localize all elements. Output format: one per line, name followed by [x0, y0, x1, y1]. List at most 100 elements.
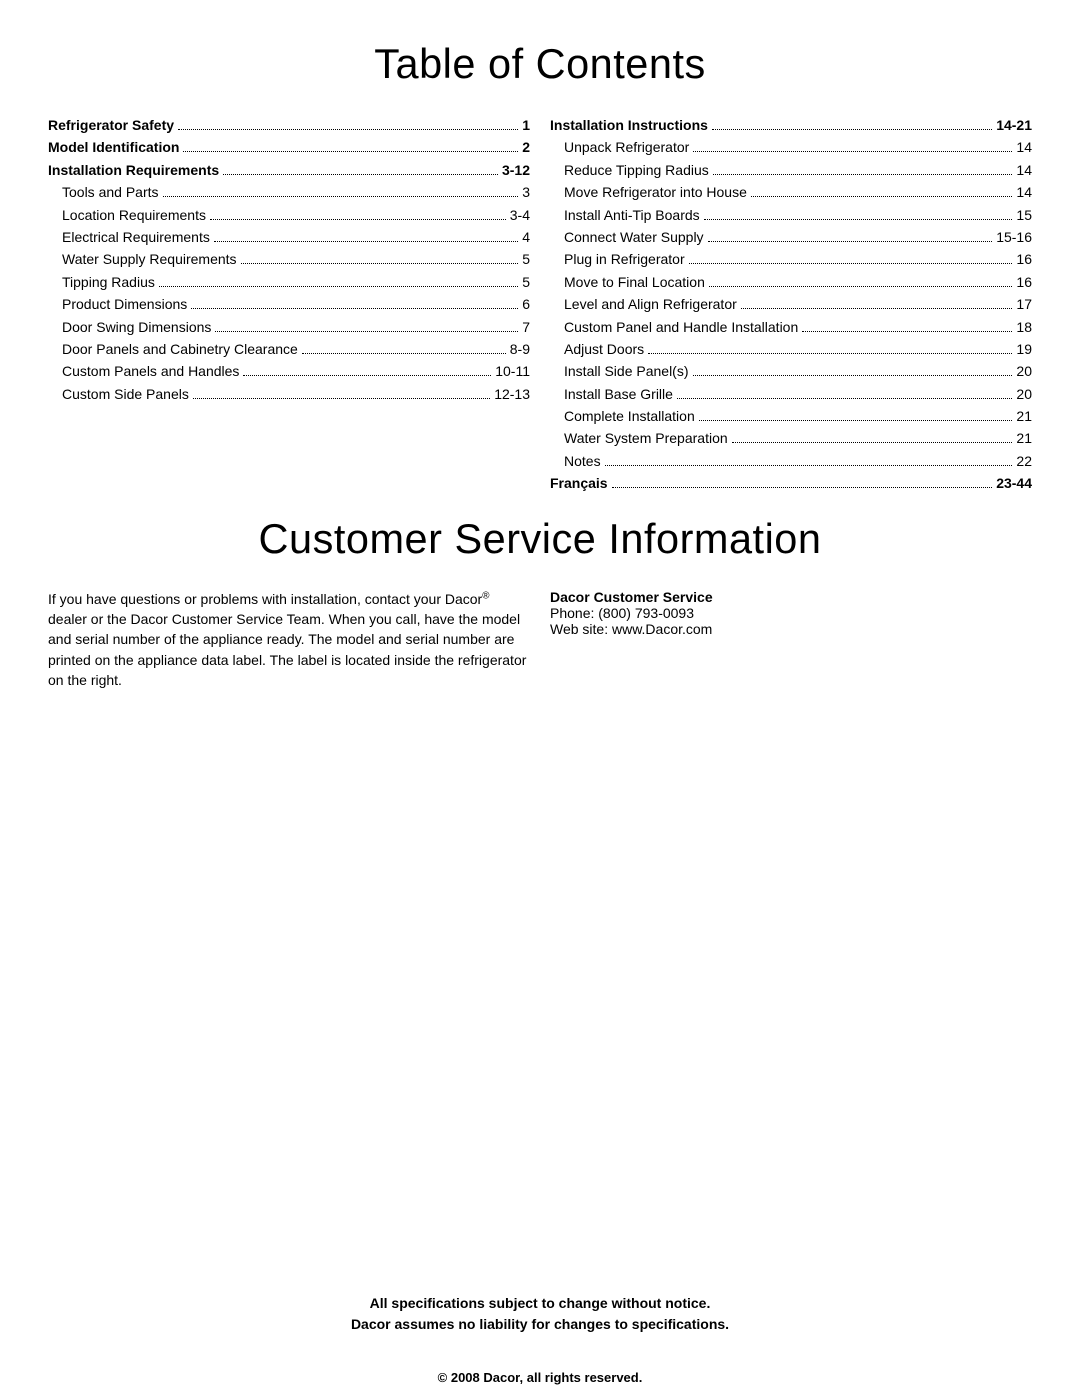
service-columns: If you have questions or problems with i… — [48, 589, 1032, 690]
toc-row: Reduce Tipping Radius14 — [550, 159, 1032, 181]
toc-page-number: 20 — [1016, 383, 1032, 405]
toc-row: Water Supply Requirements 5 — [48, 248, 530, 270]
toc-page-number: 14-21 — [996, 114, 1032, 136]
toc-page-number: 15 — [1016, 204, 1032, 226]
toc-row: Adjust Doors 19 — [550, 338, 1032, 360]
toc-row: Product Dimensions6 — [48, 293, 530, 315]
toc-row: Install Side Panel(s) 20 — [550, 360, 1032, 382]
toc-label: Door Swing Dimensions — [62, 316, 211, 338]
toc-page-number: 18 — [1016, 316, 1032, 338]
toc-row: Custom Side Panels12-13 — [48, 383, 530, 405]
toc-label: Location Requirements — [62, 204, 206, 226]
toc-row: Install Anti-Tip Boards 15 — [550, 204, 1032, 226]
toc-leader-dots — [210, 219, 506, 220]
toc-page-number: 6 — [522, 293, 530, 315]
service-left-column: If you have questions or problems with i… — [48, 589, 530, 690]
toc-label: Level and Align Refrigerator — [564, 293, 737, 315]
toc-row: Unpack Refrigerator14 — [550, 136, 1032, 158]
toc-row: Tipping Radius5 — [48, 271, 530, 293]
toc-row: Install Base Grille20 — [550, 383, 1032, 405]
toc-row: Move Refrigerator into House14 — [550, 181, 1032, 203]
toc-leader-dots — [243, 375, 491, 376]
service-right-column: Dacor Customer Service Phone: (800) 793-… — [550, 589, 1032, 690]
toc-row: Model Identification 2 — [48, 136, 530, 158]
toc-label: Install Anti-Tip Boards — [564, 204, 700, 226]
toc-leader-dots — [612, 487, 993, 488]
toc-label: Français — [550, 472, 608, 494]
toc-label: Electrical Requirements — [62, 226, 210, 248]
toc-page-number: 5 — [522, 271, 530, 293]
toc-label: Connect Water Supply — [564, 226, 704, 248]
toc-label: Tools and Parts — [62, 181, 159, 203]
toc-label: Notes — [564, 450, 601, 472]
toc-leader-dots — [159, 286, 518, 287]
toc-leader-dots — [302, 353, 506, 354]
toc-leader-dots — [713, 174, 1013, 175]
service-paragraph: If you have questions or problems with i… — [48, 589, 530, 690]
toc-leader-dots — [704, 219, 1013, 220]
toc-page-number: 20 — [1016, 360, 1032, 382]
toc-leader-dots — [178, 129, 518, 130]
toc-columns: Refrigerator Safety1Model Identification… — [48, 114, 1032, 495]
toc-row: Water System Preparation21 — [550, 427, 1032, 449]
toc-leader-dots — [605, 465, 1013, 466]
toc-leader-dots — [689, 263, 1013, 264]
toc-leader-dots — [191, 308, 518, 309]
toc-leader-dots — [163, 196, 519, 197]
toc-row: Refrigerator Safety 1 — [48, 114, 530, 136]
footer-line-1: All specifications subject to change wit… — [0, 1294, 1080, 1314]
toc-row: Location Requirements 3-4 — [48, 204, 530, 226]
toc-page-number: 17 — [1016, 293, 1032, 315]
toc-row: Move to Final Location16 — [550, 271, 1032, 293]
toc-row: Custom Panels and Handles10-11 — [48, 360, 530, 382]
toc-label: Water Supply Requirements — [62, 248, 237, 270]
toc-leader-dots — [215, 331, 518, 332]
toc-page-number: 2 — [522, 136, 530, 158]
toc-leader-dots — [693, 375, 1013, 376]
toc-row: Installation Instructions14-21 — [550, 114, 1032, 136]
footer-notice: All specifications subject to change wit… — [0, 1292, 1080, 1337]
service-web: Web site: www.Dacor.com — [550, 621, 1032, 637]
toc-page-number: 19 — [1016, 338, 1032, 360]
toc-label: Move Refrigerator into House — [564, 181, 747, 203]
toc-leader-dots — [223, 174, 498, 175]
toc-right-column: Installation Instructions14-21Unpack Ref… — [550, 114, 1032, 495]
toc-row: Installation Requirements3-12 — [48, 159, 530, 181]
toc-label: Reduce Tipping Radius — [564, 159, 709, 181]
toc-page-number: 7 — [522, 316, 530, 338]
toc-label: Adjust Doors — [564, 338, 644, 360]
service-contact-heading: Dacor Customer Service — [550, 589, 1032, 605]
toc-label: Refrigerator Safety — [48, 114, 174, 136]
toc-row: Tools and Parts3 — [48, 181, 530, 203]
toc-page-number: 1 — [522, 114, 530, 136]
toc-label: Installation Requirements — [48, 159, 219, 181]
toc-label: Custom Side Panels — [62, 383, 189, 405]
toc-leader-dots — [712, 129, 992, 130]
toc-row: Door Panels and Cabinetry Clearance 8-9 — [48, 338, 530, 360]
toc-leader-dots — [709, 286, 1013, 287]
copyright-line: © 2008 Dacor, all rights reserved. — [0, 1370, 1080, 1385]
toc-page-number: 3-4 — [510, 204, 530, 226]
service-title: Customer Service Information — [48, 515, 1032, 563]
toc-label: Move to Final Location — [564, 271, 705, 293]
toc-title: Table of Contents — [48, 40, 1032, 88]
toc-leader-dots — [751, 196, 1013, 197]
toc-page-number: 22 — [1016, 450, 1032, 472]
toc-label: Install Side Panel(s) — [564, 360, 689, 382]
service-text-part-b: dealer or the Dacor Customer Service Tea… — [48, 611, 526, 688]
toc-leader-dots — [693, 151, 1012, 152]
toc-label: Water System Preparation — [564, 427, 728, 449]
toc-label: Model Identification — [48, 136, 179, 158]
toc-label: Plug in Refrigerator — [564, 248, 685, 270]
toc-label: Door Panels and Cabinetry Clearance — [62, 338, 298, 360]
toc-label: Custom Panel and Handle Installation — [564, 316, 798, 338]
toc-row: Plug in Refrigerator16 — [550, 248, 1032, 270]
registered-symbol: ® — [482, 590, 489, 601]
toc-leader-dots — [708, 241, 993, 242]
toc-row: Complete Installation21 — [550, 405, 1032, 427]
toc-page-number: 5 — [522, 248, 530, 270]
toc-leader-dots — [741, 308, 1013, 309]
toc-page-number: 8-9 — [510, 338, 530, 360]
footer-line-2: Dacor assumes no liability for changes t… — [0, 1315, 1080, 1335]
service-text-part-a: If you have questions or problems with i… — [48, 591, 482, 607]
